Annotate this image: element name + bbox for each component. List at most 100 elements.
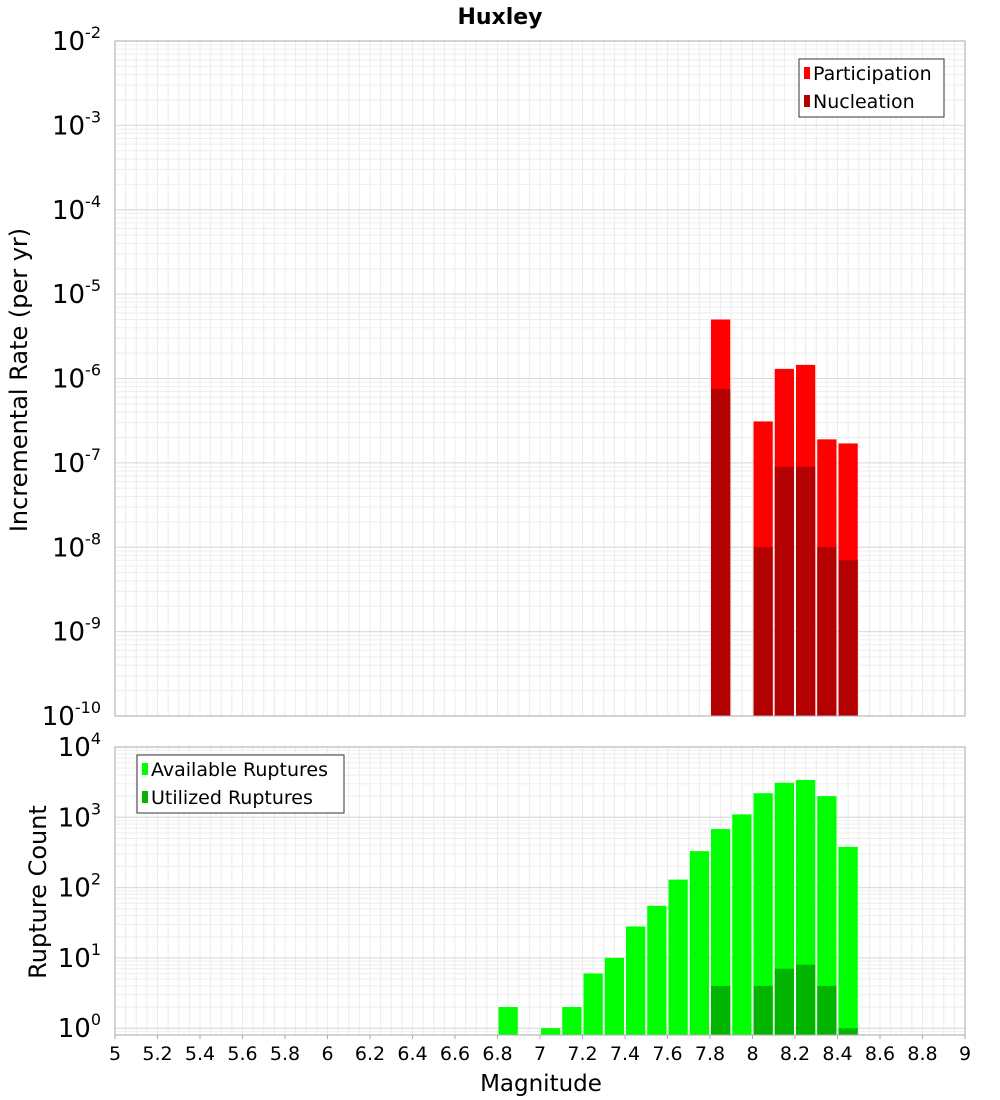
count-y-tick-base: 10 <box>58 733 91 763</box>
count-bar-series2 <box>774 968 794 1035</box>
rate-y-tick-label: 10-5 <box>52 276 101 310</box>
rate-y-tick-exponent: -4 <box>85 192 101 211</box>
rate-y-tick-exponent: -8 <box>85 529 101 548</box>
rate-legend-label: Nucleation <box>813 91 915 113</box>
count-bar-series2 <box>753 985 773 1035</box>
rate-y-tick-label: 10-3 <box>52 107 101 141</box>
count-bar-series1 <box>732 814 752 1035</box>
count-y-tick-exponent: 1 <box>91 940 101 959</box>
x-tick-label: 6 <box>321 1043 333 1065</box>
rate-y-tick-exponent: -2 <box>85 23 101 42</box>
rate-y-axis-label: Incremental Rate (per yr) <box>5 228 33 532</box>
count-y-tick-exponent: 0 <box>91 1010 101 1029</box>
rate-y-tick-base: 10 <box>52 111 85 141</box>
rate-y-tick-label: 10-10 <box>42 698 101 732</box>
rate-y-tick-label: 10-7 <box>52 445 101 479</box>
rate-y-tick-exponent: -10 <box>75 698 101 717</box>
count-bar-series1 <box>647 905 667 1035</box>
rate-y-tick-base: 10 <box>42 702 75 732</box>
count-bar-series1 <box>689 851 709 1035</box>
rate-y-tick-exponent: -5 <box>85 276 101 295</box>
rate-legend-swatch <box>804 95 810 107</box>
count-y-tick-exponent: 2 <box>91 870 101 889</box>
rate-grid <box>114 40 966 717</box>
rate-y-tick-label: 10-6 <box>52 361 101 395</box>
count-y-tick-label: 103 <box>58 799 101 833</box>
x-tick-label: 7.6 <box>652 1043 682 1065</box>
x-tick-label: 5.4 <box>185 1043 215 1065</box>
x-tick-label: 7 <box>534 1043 546 1065</box>
count-bar-series1 <box>604 957 624 1035</box>
count-y-tick-base: 10 <box>58 803 91 833</box>
rate-legend-label: Participation <box>813 63 932 85</box>
x-tick-label: 9 <box>959 1043 971 1065</box>
count-y-axis-label: Rupture Count <box>24 805 52 979</box>
x-tick-label: 8.6 <box>865 1043 895 1065</box>
rate-y-tick-base: 10 <box>52 618 85 648</box>
rate-bar-series2 <box>711 389 731 716</box>
x-tick-label: 7.8 <box>695 1043 725 1065</box>
rate-y-tick-exponent: -9 <box>85 614 101 633</box>
count-bar-series1 <box>626 926 646 1035</box>
rate-bar-series2 <box>838 560 858 716</box>
count-bar-series1 <box>562 1007 582 1035</box>
rate-legend-box <box>798 58 945 118</box>
x-tick-label: 8.8 <box>907 1043 937 1065</box>
x-tick-label: 7.4 <box>610 1043 640 1065</box>
rate-y-tick-label: 10-8 <box>52 529 101 563</box>
count-legend-swatch <box>142 763 148 775</box>
count-bar-series2 <box>796 964 816 1035</box>
count-bar-series2 <box>711 985 731 1035</box>
rate-y-tick-base: 10 <box>52 365 85 395</box>
count-bar-series2 <box>817 985 837 1035</box>
x-tick-label: 8.2 <box>780 1043 810 1065</box>
x-tick-label: 6.2 <box>355 1043 385 1065</box>
rate-legend: Participation Nucleation <box>798 58 945 118</box>
count-bar-series1 <box>583 973 603 1035</box>
count-bar-series2 <box>838 1028 858 1035</box>
x-tick-label: 6.6 <box>440 1043 470 1065</box>
rate-y-tick-exponent: -7 <box>85 445 101 464</box>
count-y-tick-label: 100 <box>58 1010 101 1044</box>
count-y-tick-exponent: 3 <box>91 799 101 818</box>
count-legend-label: Utilized Ruptures <box>151 787 313 809</box>
x-tick-label: 5.2 <box>142 1043 172 1065</box>
rate-y-tick-base: 10 <box>52 449 85 479</box>
x-tick-label: 7.2 <box>567 1043 597 1065</box>
rate-y-tick-label: 10-4 <box>52 192 101 226</box>
rate-y-tick-base: 10 <box>52 27 85 57</box>
count-legend: Available Ruptures Utilized Ruptures <box>136 754 345 814</box>
rate-y-tick-base: 10 <box>52 196 85 226</box>
chart-title: Huxley <box>457 5 542 30</box>
count-y-tick-base: 10 <box>58 1014 91 1044</box>
count-y-tick-base: 10 <box>58 874 91 904</box>
count-bar-series1 <box>498 1007 518 1035</box>
rate-bar-series2 <box>753 547 773 716</box>
rate-panel: 10-210-310-410-510-610-710-810-910-10Par… <box>42 23 966 732</box>
rate-y-tick-label: 10-2 <box>52 23 101 57</box>
count-bar-series1 <box>838 846 858 1035</box>
count-legend-swatch <box>142 791 148 803</box>
count-bar-series1 <box>817 796 837 1035</box>
count-y-tick-base: 10 <box>58 944 91 974</box>
x-tick-label: 6.4 <box>397 1043 427 1065</box>
count-bar-series1 <box>711 829 731 1035</box>
rate-plot-border <box>114 40 966 717</box>
rate-y-tick-base: 10 <box>52 533 85 563</box>
x-tick-label: 8 <box>746 1043 758 1065</box>
rate-y-tick-exponent: -6 <box>85 361 101 380</box>
rate-bar-series2 <box>774 466 794 716</box>
x-tick-label: 6.8 <box>482 1043 512 1065</box>
rate-y-tick-label: 10-9 <box>52 614 101 648</box>
rate-legend-swatch <box>804 67 810 79</box>
x-axis-label: Magnitude <box>480 1071 602 1097</box>
x-tick-label: 5 <box>109 1043 121 1065</box>
count-bar-series1 <box>541 1028 561 1035</box>
count-y-tick-label: 104 <box>58 729 101 763</box>
count-legend-label: Available Ruptures <box>151 759 328 781</box>
x-tick-label: 5.6 <box>227 1043 257 1065</box>
count-y-tick-label: 101 <box>58 940 101 974</box>
count-y-tick-label: 102 <box>58 870 101 904</box>
